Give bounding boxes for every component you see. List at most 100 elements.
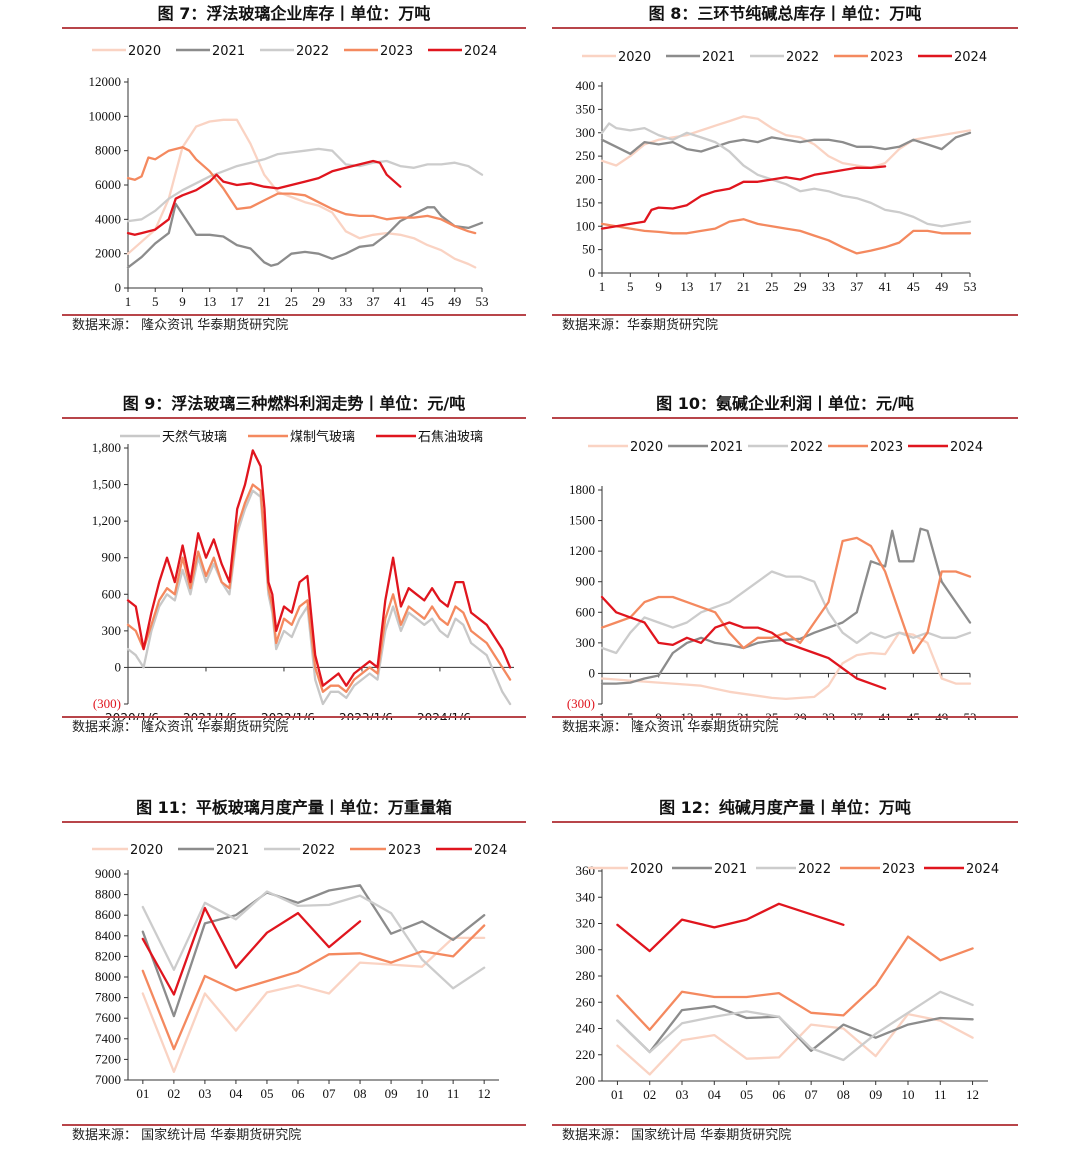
plot-area: 0 2000 4000 6000 8000 10000 12000 1 5 9 13 17 21 25 29… [89,74,489,309]
x-tick-label: 03 [198,1086,211,1101]
x-tick-label: 45 [907,279,920,294]
legend-label: 煤制气玻璃 [290,429,355,445]
series-line-2020 [600,115,972,169]
chart-panel-soda-inventory: 图 8：三环节纯碱总库存丨单位：万吨 0 50 100 150 200 250 300 350… [552,4,1018,344]
x-tick-label: 06 [291,1086,305,1101]
series-line-2022 [126,147,484,223]
y-tick-label: 280 [576,968,596,983]
y-tick-label: (300) [567,696,595,711]
legend-label: 2021 [216,843,249,858]
x-tick-label: 2020/1/6 [105,711,159,720]
x-tick-label: 53 [476,294,489,309]
series-line-2024 [600,165,887,230]
series-line-2024 [141,906,362,996]
chart-title: 图 7：浮法玻璃企业库存丨单位：万吨 [157,4,431,23]
plot-area: 0 50 100 150 200 250 300 350 400 1 5 9 13 17 21 25 29 33 3… [576,78,977,294]
y-tick-label: 8400 [95,928,121,943]
legend-label: 天然气玻璃 [162,429,227,445]
x-tick-label: 29 [794,710,807,720]
source-rule [62,1124,526,1126]
legend-label: 2024 [474,843,507,858]
x-tick-label: 49 [935,710,948,720]
legend-label: 2020 [618,50,651,65]
x-tick-label: 33 [822,710,835,720]
y-tick-label: 300 [576,942,596,957]
y-tick-label: 7800 [95,990,121,1005]
plot-area: (300) 0 300 600 900 1,200 1,500 1,800 2020/1/6 20… [92,440,514,720]
x-tick-label: 13 [203,294,216,309]
y-tick-label: 7200 [95,1051,121,1066]
chart-svg: 7000 7200 7400 7600 7800 8000 8200 8400 8600 8800… [92,843,507,1101]
x-tick-label: 1 [125,294,132,309]
series-line-2022 [600,122,972,228]
x-tick-label: 10 [416,1086,429,1101]
y-tick-label: 320 [576,916,596,931]
x-tick-label: 21 [737,710,750,720]
y-tick-label: 300 [576,125,596,140]
legend-label: 2020 [630,440,663,455]
legend-label: 2023 [870,50,903,65]
x-tick-label: 07 [805,1087,819,1102]
x-tick-label: 1 [599,710,606,720]
source-note: 数据来源：华泰期货研究院 [562,318,719,333]
x-tick-label: 37 [367,294,381,309]
legend-label: 2022 [296,44,329,59]
chart-title: 图 9：浮法玻璃三种燃料利润走势丨单位：元/吨 [122,394,466,413]
x-tick-label: 11 [447,1086,460,1101]
x-tick-label: 06 [772,1087,786,1102]
plot-area: 200 220 240 260 280 300 320 340 360 01 02 03 04 05 06 0… [576,863,988,1102]
chart-title: 图 12：纯碱月度产量丨单位：万吨 [659,798,911,817]
series-line-2021 [126,202,484,269]
x-tick-label: 9 [179,294,186,309]
legend-label: 2021 [714,862,747,877]
y-tick-label: 300 [102,623,122,638]
source-note: 数据来源： 隆众资讯 华泰期货研究院 [562,720,779,735]
source-rule [552,716,1018,718]
legend-label: 2022 [790,440,823,455]
x-tick-label: 41 [879,710,892,720]
y-tick-label: 260 [576,994,596,1009]
series-line-2023 [126,146,477,235]
source-note: 数据来源： 隆众资讯 华泰期货研究院 [72,720,289,735]
legend: 2020 2021 2022 2023 2024 [588,862,999,877]
x-tick-label: 08 [354,1086,367,1101]
x-tick-label: 12 [966,1087,979,1102]
series-line-2020 [141,936,486,1073]
y-tick-label: 4000 [95,211,121,226]
series-line-2023 [616,935,974,1031]
y-tick-label: 8200 [95,948,121,963]
x-tick-label: 13 [680,710,693,720]
x-tick-label: 29 [794,279,807,294]
y-tick-label: 1200 [569,543,595,558]
x-tick-label: 12 [478,1086,491,1101]
y-tick-label: (300) [93,696,121,711]
x-tick-label: 10 [901,1087,914,1102]
legend-label: 2024 [954,50,987,65]
series-line-2022 [141,890,486,990]
y-tick-label: 400 [576,78,596,93]
series-line-2021 [600,131,972,155]
y-tick-label: 350 [576,101,596,116]
x-tick-label: 02 [643,1087,656,1102]
x-tick-label: 5 [627,710,634,720]
y-tick-label: 220 [576,1047,596,1062]
x-tick-label: 09 [869,1087,882,1102]
y-tick-label: 150 [576,195,596,210]
source-note: 数据来源： 国家统计局 华泰期货研究院 [562,1128,792,1143]
title-rule [552,417,1018,419]
y-tick-label: 600 [576,604,596,619]
chart-panel-ammonia-soda-profit: 图 10：氨碱企业利润丨单位：元/吨 (300) 0 300 600 900 1200 15… [552,394,1018,744]
title-rule [62,27,526,29]
series-line-2024 [600,595,887,690]
legend-label: 2023 [380,44,413,59]
legend: 2020 2021 2022 2023 2024 [92,44,497,59]
legend-label: 2024 [464,44,497,59]
y-tick-label: 0 [115,659,122,674]
source-rule [62,716,526,718]
chart-svg: (300) 0 300 600 900 1200 1500 1800 1 5 9 13 17 21 25 29… [567,440,983,720]
x-tick-label: 25 [285,294,298,309]
x-tick-label: 45 [421,294,434,309]
x-tick-label: 04 [708,1087,722,1102]
chart-title: 图 11：平板玻璃月度产量丨单位：万重量箱 [136,798,452,817]
chart-panel-soda-output: 图 12：纯碱月度产量丨单位：万吨 200 220 240 260 280 300 320 3… [552,798,1018,1150]
